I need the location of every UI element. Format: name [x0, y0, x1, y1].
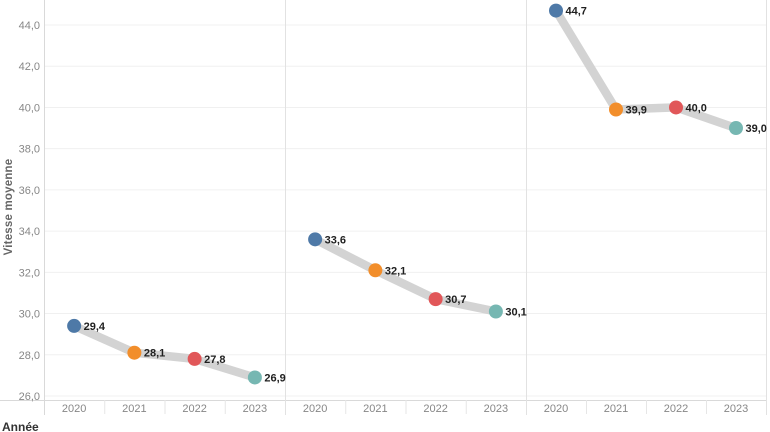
- data-point-label: 30,1: [505, 306, 526, 318]
- data-point-marker[interactable]: [247, 370, 262, 385]
- y-tick-label: 44,0: [19, 20, 40, 32]
- data-point-label: 30,7: [445, 294, 466, 306]
- data-point-label: 39,9: [626, 105, 647, 117]
- data-point-label: 40,0: [686, 102, 707, 114]
- data-point-label: 39,0: [746, 123, 767, 135]
- data-point-label: 27,8: [204, 354, 225, 366]
- y-tick-label: 26,0: [19, 391, 40, 403]
- y-tick-label: 34,0: [19, 226, 40, 238]
- y-tick-label: 40,0: [19, 102, 40, 114]
- data-point-marker[interactable]: [669, 100, 683, 115]
- x-tick-label: 2023: [724, 403, 748, 415]
- y-tick-label: 38,0: [19, 144, 40, 156]
- x-tick-label: 2021: [604, 403, 628, 415]
- data-point-marker[interactable]: [127, 345, 142, 360]
- x-tick-label: 2021: [363, 403, 387, 415]
- data-point-label: 26,9: [264, 372, 285, 384]
- x-tick-label: 2021: [122, 403, 146, 415]
- data-point-marker[interactable]: [308, 232, 323, 247]
- trend-line: [310, 235, 501, 316]
- data-point-label: 44,7: [566, 6, 587, 18]
- data-point-label: 32,1: [385, 265, 406, 277]
- y-axis-title: Vitesse moyenne: [3, 158, 15, 256]
- data-point-marker[interactable]: [187, 351, 202, 366]
- x-tick-label: 2023: [484, 403, 508, 415]
- data-point-marker[interactable]: [549, 3, 563, 18]
- data-point-marker[interactable]: [67, 318, 82, 333]
- data-point-marker[interactable]: [488, 304, 503, 319]
- data-point-label: 33,6: [325, 234, 346, 246]
- x-tick-label: 2020: [303, 403, 327, 415]
- x-tick-label: 2022: [664, 403, 688, 415]
- data-point-label: 29,4: [84, 321, 106, 333]
- x-tick-label: 2023: [243, 403, 267, 415]
- x-tick-label: 2022: [182, 403, 206, 415]
- data-point-marker[interactable]: [368, 263, 383, 278]
- x-tick-label: 2020: [544, 403, 568, 415]
- data-point-marker[interactable]: [428, 292, 443, 307]
- y-tick-label: 28,0: [19, 350, 40, 362]
- data-point-label: 28,1: [144, 348, 165, 360]
- x-axis-title: Année: [2, 420, 39, 432]
- y-tick-label: 32,0: [19, 267, 40, 279]
- data-point-marker[interactable]: [609, 102, 623, 117]
- x-tick-label: 2020: [62, 403, 86, 415]
- x-tick-label: 2022: [423, 403, 447, 415]
- y-tick-label: 42,0: [19, 61, 40, 73]
- trend-line: [69, 321, 260, 382]
- data-point-marker[interactable]: [729, 121, 743, 136]
- trend-line: [551, 6, 741, 133]
- y-tick-label: 30,0: [19, 309, 40, 321]
- y-tick-label: 36,0: [19, 185, 40, 197]
